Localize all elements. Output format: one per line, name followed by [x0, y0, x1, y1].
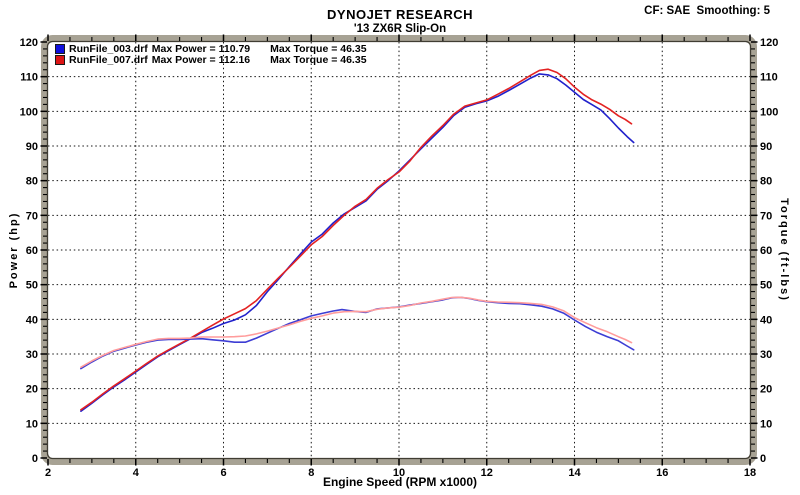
- svg-text:120: 120: [20, 37, 38, 49]
- svg-text:10: 10: [26, 418, 38, 430]
- svg-text:10: 10: [760, 418, 772, 430]
- svg-text:100: 100: [20, 106, 38, 118]
- svg-text:120: 120: [760, 37, 778, 49]
- svg-text:0: 0: [32, 453, 38, 465]
- legend-max-power-label: Max Power = 112.16: [151, 54, 251, 67]
- svg-text:50: 50: [26, 280, 38, 292]
- svg-text:40: 40: [26, 314, 38, 326]
- gridlines: [48, 42, 750, 458]
- svg-text:12: 12: [481, 467, 493, 479]
- svg-text:70: 70: [760, 210, 772, 222]
- svg-text:14: 14: [568, 467, 581, 479]
- legend-file-label: RunFile_007.drf: [69, 54, 148, 67]
- engine-speed-axis-label: Engine Speed (RPM x1000): [322, 475, 478, 489]
- legend-max-power-label: Max Power = 110.79: [151, 42, 251, 55]
- svg-text:80: 80: [26, 176, 38, 188]
- svg-text:6: 6: [220, 467, 226, 479]
- svg-text:90: 90: [26, 141, 38, 153]
- svg-text:10: 10: [393, 467, 405, 479]
- svg-text:40: 40: [760, 314, 772, 326]
- legend-color-swatch-blue: [55, 43, 65, 54]
- svg-text:16: 16: [656, 467, 668, 479]
- axis-ticks: [40, 34, 758, 466]
- svg-text:20: 20: [26, 384, 38, 396]
- svg-text:70: 70: [26, 210, 38, 222]
- legend-row-runfile-003: RunFile_003.drf Max Power = 110.79 Max T…: [55, 43, 367, 55]
- correction-smoothing-label: CF: SAE Smoothing: 5: [644, 5, 770, 17]
- svg-text:110: 110: [760, 72, 778, 84]
- svg-text:20: 20: [760, 384, 772, 396]
- svg-text:110: 110: [20, 72, 38, 84]
- plot-border: [46, 40, 752, 460]
- svg-text:2: 2: [45, 467, 51, 479]
- torque-axis-label: Torque (ft-lbs): [778, 198, 790, 302]
- svg-text:0: 0: [760, 453, 766, 465]
- svg-text:4: 4: [133, 467, 140, 479]
- legend-max-torque-label: Max Torque = 46.35: [270, 54, 367, 67]
- axis-tick-labels: 2 4 6 8 10 12 14 16 18 0 0 10 10 20 20 30 30 40 40 50 50 60 60…: [20, 37, 779, 479]
- page-title: DYNOJET RESEARCH: [327, 7, 473, 22]
- svg-text:80: 80: [760, 176, 772, 188]
- legend-max-torque-label: Max Torque = 46.35: [270, 42, 367, 55]
- legend-color-swatch-red: [55, 55, 65, 66]
- svg-text:30: 30: [26, 349, 38, 361]
- svg-text:30: 30: [760, 349, 772, 361]
- legend-row-runfile-007: RunFile_007.drf Max Power = 112.16 Max T…: [55, 54, 367, 67]
- svg-text:100: 100: [760, 106, 778, 118]
- svg-text:90: 90: [760, 141, 772, 153]
- curve-runfile-007-torque: [80, 296, 633, 369]
- page-subtitle: '13 ZX6R Slip-On: [353, 23, 447, 35]
- dyno-curves: [80, 68, 635, 413]
- power-axis-label: Power (hp): [8, 211, 20, 289]
- legend-file-label: RunFile_003.drf: [69, 42, 148, 55]
- svg-text:18: 18: [744, 467, 756, 479]
- legend: RunFile_003.drf Max Power = 110.79 Max T…: [55, 43, 367, 66]
- svg-text:60: 60: [26, 245, 38, 257]
- curve-runfile-007-power: [80, 68, 633, 411]
- svg-text:60: 60: [760, 245, 772, 257]
- svg-text:8: 8: [308, 467, 314, 479]
- svg-text:50: 50: [760, 280, 772, 292]
